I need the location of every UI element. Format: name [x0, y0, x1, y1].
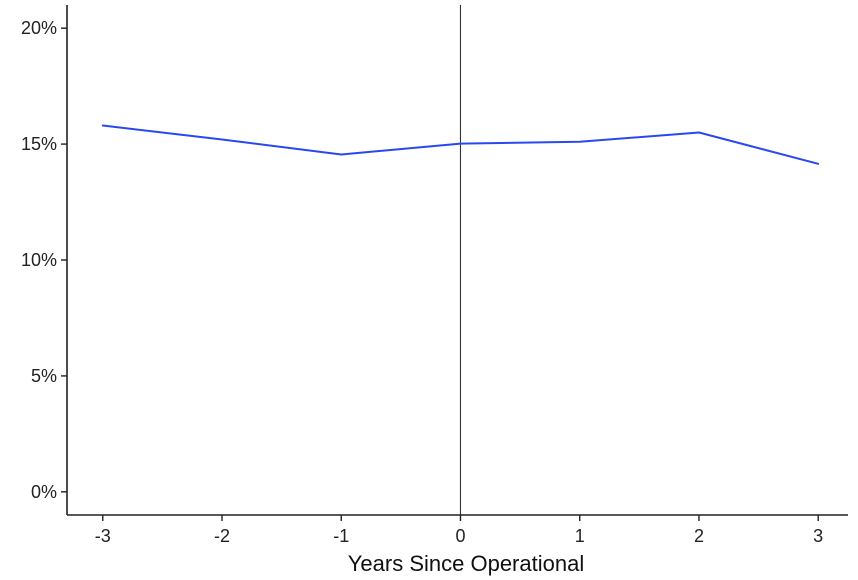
x-tick-label: -2 [214, 526, 230, 546]
x-axis-ticks: -3 -2 -1 0 1 2 3 [95, 515, 823, 546]
y-tick-label: 15% [21, 134, 57, 154]
x-tick-label: 1 [575, 526, 585, 546]
x-axis-title: Years Since Operational [348, 551, 584, 576]
y-tick-label: 0% [31, 482, 57, 502]
x-tick-label: 0 [455, 526, 465, 546]
series-layer [101, 124, 820, 165]
axes-layer [66, 5, 848, 516]
y-tick-label: 5% [31, 366, 57, 386]
y-axis-ticks: 0% 5% 10% 15% 20% [21, 18, 67, 502]
x-tick-label: 3 [813, 526, 823, 546]
x-tick-label: -1 [333, 526, 349, 546]
y-tick-label: 20% [21, 18, 57, 38]
y-tick-label: 10% [21, 250, 57, 270]
x-tick-label: 2 [694, 526, 704, 546]
series-line-1 [101, 124, 820, 165]
x-tick-label: -3 [95, 526, 111, 546]
